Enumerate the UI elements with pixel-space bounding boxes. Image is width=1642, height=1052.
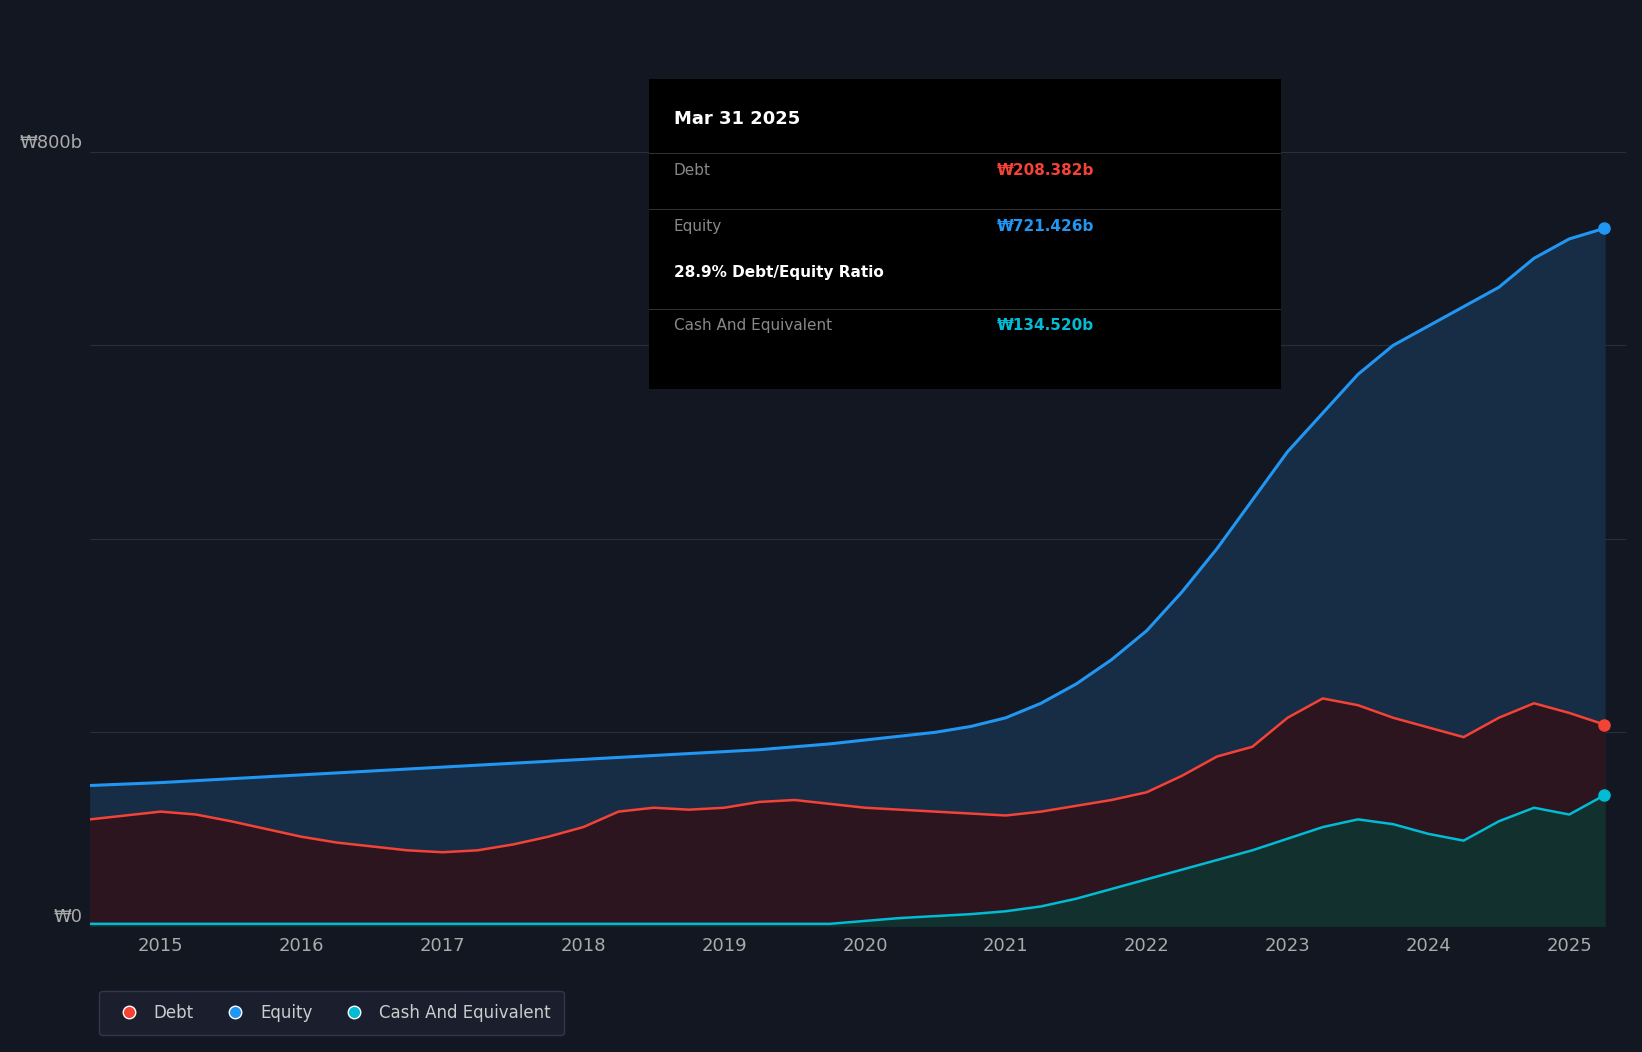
Text: Equity: Equity xyxy=(673,219,722,234)
Text: Cash And Equivalent: Cash And Equivalent xyxy=(673,318,832,332)
Text: 28.9% Debt/Equity Ratio: 28.9% Debt/Equity Ratio xyxy=(673,265,883,280)
Text: ₩208.382b: ₩208.382b xyxy=(997,163,1094,178)
Text: ₩134.520b: ₩134.520b xyxy=(997,318,1094,332)
Text: ₩0: ₩0 xyxy=(54,908,82,926)
Text: Debt: Debt xyxy=(673,163,711,178)
Legend: Debt, Equity, Cash And Equivalent: Debt, Equity, Cash And Equivalent xyxy=(99,991,565,1035)
Text: ₩800b: ₩800b xyxy=(20,134,82,151)
Text: ₩721.426b: ₩721.426b xyxy=(997,219,1094,234)
Text: Mar 31 2025: Mar 31 2025 xyxy=(673,109,800,128)
